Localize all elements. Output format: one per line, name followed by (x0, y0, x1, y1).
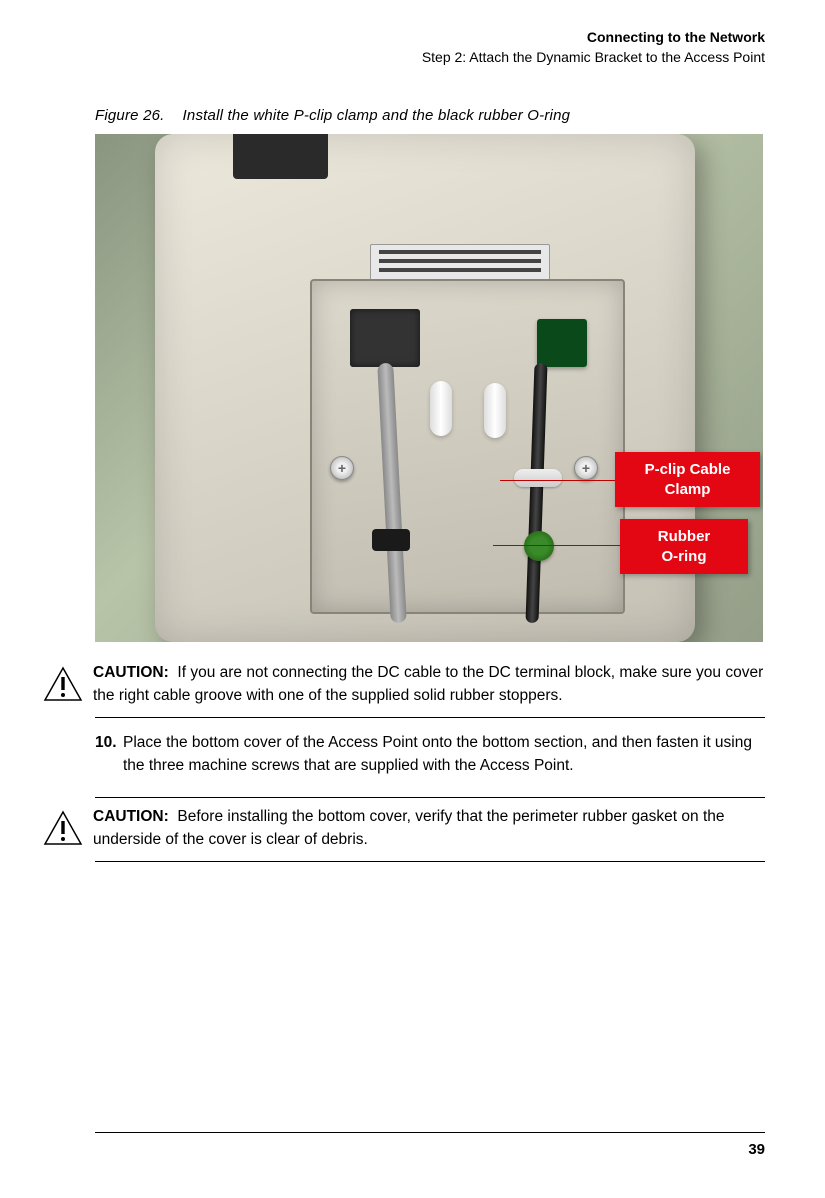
caution-label: CAUTION: (93, 664, 169, 681)
figure-label: Figure 26. (95, 107, 165, 124)
mounting-post (430, 381, 452, 436)
callout-pclip: P-clip Cable Clamp (615, 452, 760, 507)
figure-caption-text: Install the white P-clip clamp and the b… (183, 107, 571, 124)
header-title: Connecting to the Network (95, 28, 765, 48)
callout-oring-line1: Rubber (658, 528, 711, 545)
rubber-oring (524, 531, 554, 561)
header-subtitle: Step 2: Attach the Dynamic Bracket to th… (95, 48, 765, 68)
screw-icon (330, 456, 354, 480)
figure-image: P-clip Cable Clamp Rubber O-ring (95, 134, 763, 642)
device-body (155, 134, 695, 642)
figure-caption: Figure 26. Install the white P-clip clamp… (95, 107, 765, 124)
callout-oring: Rubber O-ring (620, 519, 748, 574)
black-clip (372, 529, 410, 551)
callout-pclip-line2: Clamp (665, 481, 711, 498)
callout-leader-line (493, 545, 623, 546)
caution-text-2: CAUTION: Before installing the bottom co… (93, 806, 765, 851)
page-number: 39 (748, 1141, 765, 1158)
callout-leader-line (500, 480, 620, 481)
page-header: Connecting to the Network Step 2: Attach… (95, 28, 765, 67)
dc-terminal-block (537, 319, 587, 367)
caution-block-1: CAUTION: If you are not connecting the D… (95, 654, 765, 718)
step-10: 10. Place the bottom cover of the Access… (95, 732, 765, 777)
caution-label: CAUTION: (93, 808, 169, 825)
callout-pclip-line1: P-clip Cable (645, 461, 731, 478)
caution-icon (43, 810, 83, 851)
caution-text-1: CAUTION: If you are not connecting the D… (93, 662, 765, 707)
caution-block-2: CAUTION: Before installing the bottom co… (95, 797, 765, 862)
led-panel (233, 134, 328, 179)
step-number: 10. (95, 732, 123, 777)
step-text: Place the bottom cover of the Access Poi… (123, 732, 765, 777)
page-footer: 39 (95, 1132, 765, 1158)
mounting-post (484, 383, 506, 438)
black-cable (525, 363, 547, 623)
grey-cable (377, 363, 407, 623)
pclip-clamp (514, 469, 562, 487)
callout-oring-line2: O-ring (662, 548, 707, 565)
ethernet-port (350, 309, 420, 367)
device-inner-panel (310, 279, 625, 614)
caution-icon (43, 666, 83, 707)
caution-body-2: Before installing the bottom cover, veri… (93, 808, 725, 847)
screw-icon (574, 456, 598, 480)
caution-body-1: If you are not connecting the DC cable t… (93, 664, 763, 703)
